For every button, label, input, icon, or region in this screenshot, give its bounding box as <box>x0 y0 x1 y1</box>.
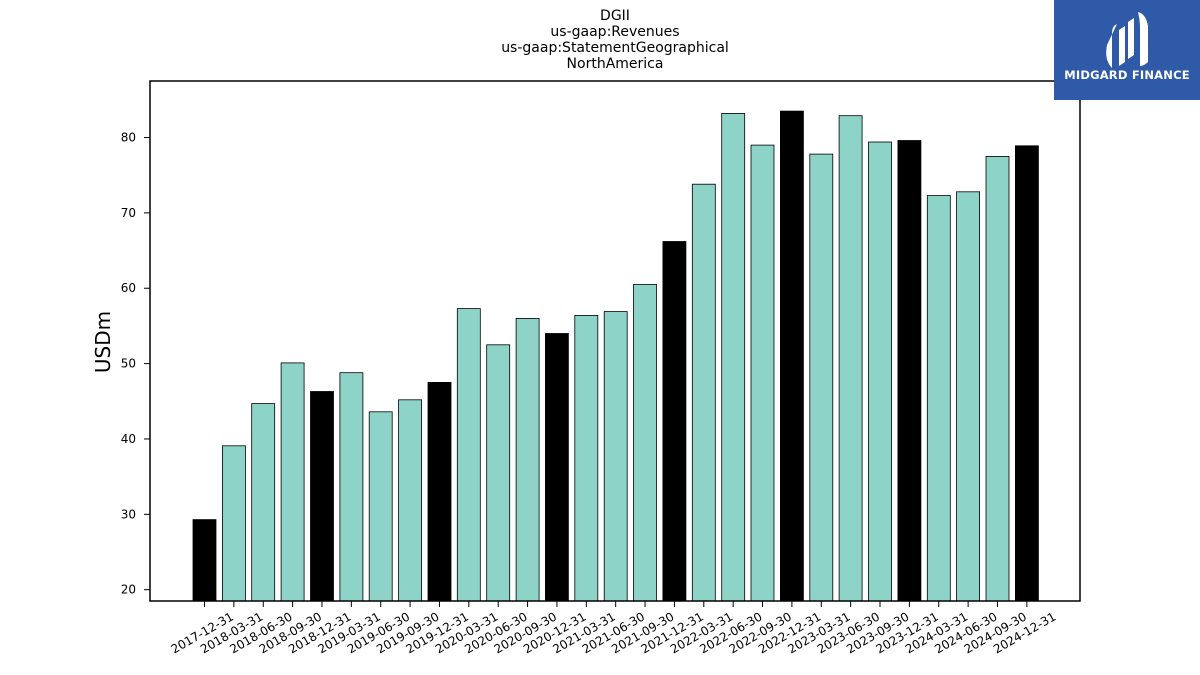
title-line-3: us-gaap:StatementGeographical <box>501 40 729 56</box>
y-tick-label: 40 <box>121 432 136 446</box>
bar-2020-03-31 <box>456 308 481 602</box>
bar-2023-09-30 <box>868 141 892 602</box>
bar-2024-12-31 <box>1015 145 1039 602</box>
title-line-1: DGII <box>600 8 630 24</box>
bar-2020-12-31 <box>545 333 569 602</box>
bar-2024-09-30 <box>985 155 1010 602</box>
logo-text: MIDGARD FINANCE <box>1064 68 1190 82</box>
bar-2018-09-30 <box>280 362 305 602</box>
bar-2022-12-31 <box>780 110 804 602</box>
bars-group <box>192 110 1039 602</box>
bar-2018-06-30 <box>251 403 276 602</box>
bar-2019-03-31 <box>339 372 364 602</box>
y-tick-label: 50 <box>121 357 136 371</box>
bar-2020-09-30 <box>515 317 540 602</box>
bar-2023-06-30 <box>838 115 863 602</box>
bar-2019-06-30 <box>368 411 393 602</box>
bar-2022-06-30 <box>721 113 746 602</box>
logo-mark-icon <box>1106 12 1148 68</box>
title-line-4: NorthAmerica <box>567 56 664 72</box>
y-tick-label: 70 <box>121 206 136 220</box>
bar-2019-12-31 <box>427 381 452 602</box>
bar-2020-06-30 <box>486 344 511 602</box>
bar-2021-12-31 <box>662 241 687 602</box>
bar-2022-09-30 <box>750 144 775 602</box>
bar-2021-06-30 <box>603 311 628 602</box>
chart-title: DGII us-gaap:Revenues us-gaap:StatementG… <box>501 8 729 72</box>
bar-2022-03-31 <box>691 183 716 602</box>
bar-2019-09-30 <box>398 399 423 602</box>
y-axis-ticks: 20 30 40 50 60 70 80 <box>121 131 150 597</box>
bar-2024-03-31 <box>926 195 951 602</box>
bar-2023-03-31 <box>809 153 834 602</box>
y-axis-label: USDm <box>91 311 115 373</box>
bar-2018-12-31 <box>310 391 334 602</box>
bar-2023-12-31 <box>897 140 922 602</box>
midgard-finance-logo: MIDGARD FINANCE <box>1054 0 1200 100</box>
y-tick-label: 20 <box>121 583 136 597</box>
y-tick-label: 30 <box>121 507 136 521</box>
title-line-2: us-gaap:Revenues <box>550 24 679 40</box>
plot-frame <box>149 80 1081 602</box>
x-axis-ticks: 2017-12-312018-03-312018-06-302018-09-30… <box>169 601 1058 656</box>
y-tick-label: 60 <box>121 281 136 295</box>
bar-2021-09-30 <box>633 284 657 602</box>
bar-2018-03-31 <box>221 445 246 602</box>
bar-2024-06-30 <box>956 191 980 602</box>
bar-2017-12-31 <box>192 519 217 602</box>
y-tick-label: 80 <box>121 131 136 145</box>
bar-2021-03-31 <box>574 314 599 602</box>
